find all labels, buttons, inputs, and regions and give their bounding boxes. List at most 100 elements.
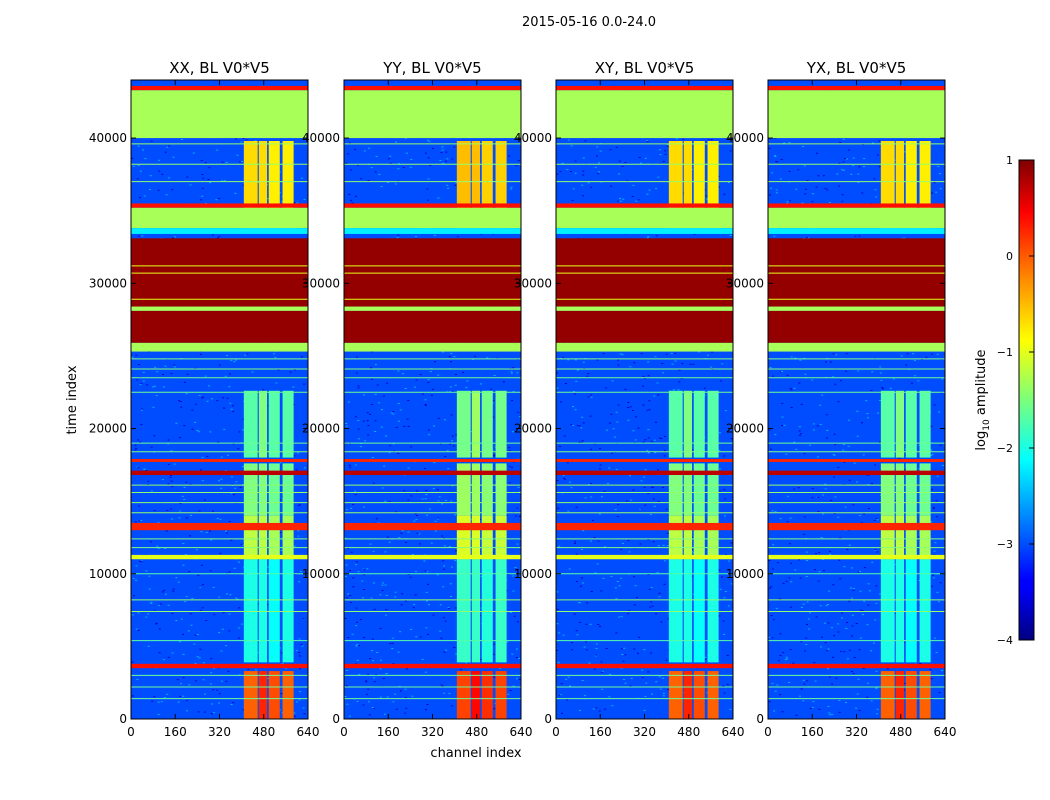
noise-pixel (867, 474, 870, 476)
noise-pixel (204, 693, 206, 695)
noise-pixel (558, 545, 561, 547)
noise-pixel (574, 393, 576, 395)
channel-block (905, 515, 917, 560)
noise-pixel (798, 559, 800, 561)
noise-pixel (175, 422, 178, 424)
noise-pixel (903, 682, 906, 684)
noise-pixel (428, 140, 431, 142)
noise-pixel (275, 382, 278, 384)
noise-pixel (233, 494, 235, 496)
noise-pixel (345, 685, 348, 687)
horizontal-band (768, 207, 945, 229)
noise-pixel (345, 670, 348, 671)
noise-pixel (682, 138, 685, 140)
noise-pixel (142, 149, 145, 151)
noise-pixel (859, 570, 862, 572)
noise-pixel (569, 171, 572, 172)
noise-pixel (228, 386, 231, 388)
noise-pixel (597, 173, 600, 175)
noise-pixel (799, 433, 802, 435)
noise-pixel (611, 705, 614, 707)
noise-pixel (428, 604, 430, 606)
noise-pixel (374, 364, 377, 366)
noise-pixel (642, 441, 645, 443)
noise-pixel (135, 579, 137, 581)
noise-pixel (491, 510, 494, 512)
noise-pixel (875, 518, 878, 520)
noise-pixel (348, 464, 351, 466)
noise-pixel (298, 652, 301, 653)
noise-pixel (209, 530, 211, 532)
noise-pixel (863, 166, 865, 168)
noise-pixel (705, 195, 708, 197)
y-axis-label: time index (65, 365, 80, 434)
panel-title: XX, BL V0*V5 (169, 59, 270, 77)
noise-pixel (382, 678, 385, 679)
noise-pixel (730, 610, 733, 612)
x-tick-label: 0 (340, 725, 348, 739)
noise-pixel (936, 591, 939, 593)
noise-pixel (805, 644, 808, 645)
noise-pixel (395, 426, 398, 428)
noise-pixel (209, 683, 212, 685)
noise-pixel (623, 647, 626, 649)
noise-pixel (858, 515, 861, 517)
noise-pixel (838, 185, 841, 187)
noise-pixel (803, 357, 806, 359)
noise-pixel (200, 469, 203, 471)
noise-pixel (821, 513, 824, 515)
noise-pixel (590, 186, 593, 188)
noise-pixel (795, 448, 798, 450)
noise-pixel (781, 402, 784, 404)
noise-pixel (380, 409, 383, 411)
noise-pixel (821, 636, 823, 638)
noise-pixel (836, 173, 839, 175)
channel-block (258, 559, 268, 663)
noise-pixel (462, 372, 465, 373)
noise-pixel (718, 490, 721, 492)
noise-pixel (398, 163, 400, 165)
horizontal-band (344, 459, 521, 462)
noise-pixel (147, 480, 150, 482)
noise-pixel (136, 679, 139, 680)
noise-pixel (460, 669, 462, 671)
noise-pixel (428, 508, 431, 510)
noise-pixel (730, 542, 733, 544)
horizontal-band (131, 238, 308, 307)
noise-pixel (434, 361, 436, 363)
channel-block (683, 463, 693, 516)
noise-pixel (805, 188, 807, 190)
noise-pixel (363, 569, 366, 571)
noise-pixel (817, 511, 820, 513)
noise-pixel (666, 144, 669, 146)
noise-pixel (240, 623, 243, 625)
channel-block (707, 671, 719, 719)
noise-pixel (663, 583, 666, 585)
noise-pixel (866, 696, 869, 698)
noise-pixel (917, 468, 920, 470)
noise-pixel (131, 614, 134, 616)
noise-pixel (894, 500, 897, 502)
noise-pixel (855, 623, 858, 624)
noise-pixel (357, 571, 360, 573)
noise-pixel (427, 178, 430, 180)
noise-pixel (350, 199, 353, 201)
noise-pixel (207, 179, 210, 180)
horizontal-band (344, 203, 521, 208)
noise-pixel (188, 571, 191, 573)
noise-pixel (354, 149, 357, 151)
noise-pixel (171, 189, 174, 191)
noise-pixel (140, 520, 143, 521)
noise-pixel (138, 505, 141, 507)
noise-pixel (426, 188, 429, 190)
y-tick-label: 20000 (514, 422, 552, 436)
noise-pixel (619, 198, 622, 199)
channel-block (471, 463, 481, 516)
noise-pixel (805, 637, 808, 639)
noise-pixel (611, 380, 614, 382)
noise-pixel (653, 439, 656, 441)
noise-pixel (918, 536, 921, 538)
noise-pixel (593, 537, 596, 539)
y-tick-label: 20000 (726, 422, 764, 436)
noise-pixel (568, 568, 571, 570)
